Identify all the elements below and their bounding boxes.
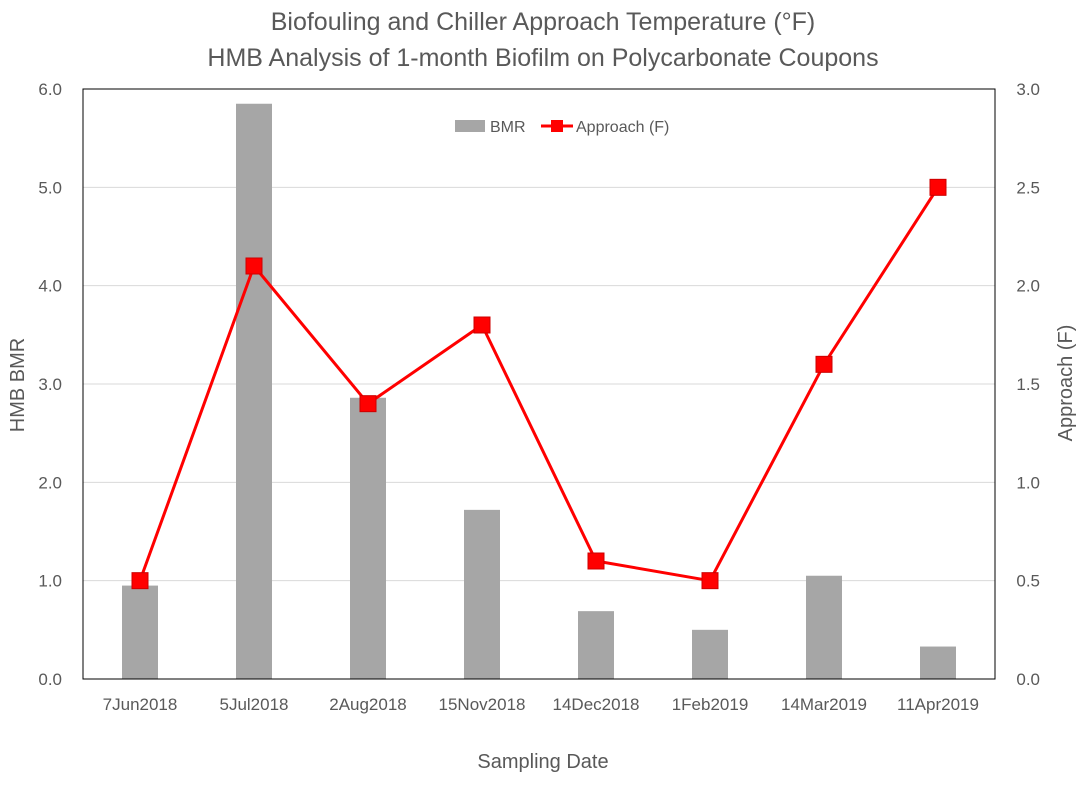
legend-approach-marker xyxy=(551,120,563,132)
line-approach xyxy=(138,186,940,583)
bar-bmr xyxy=(692,629,728,679)
point-approach xyxy=(701,572,719,590)
right-y-tick-label: 2.5 xyxy=(1016,178,1040,197)
right-y-tick-label: 1.0 xyxy=(1016,473,1040,492)
left-y-tick-label: 2.0 xyxy=(38,473,62,492)
bar-bmr xyxy=(122,585,158,679)
bar-bmr xyxy=(464,509,500,679)
legend-bmr-swatch xyxy=(455,120,485,132)
legend-approach-label: Approach (F) xyxy=(576,119,669,136)
bar-series xyxy=(122,103,956,679)
point-approach xyxy=(473,316,491,334)
point-approach xyxy=(359,395,377,413)
right-y-axis-ticks: 0.0 0.5 1.0 1.5 2.0 2.5 3.0 xyxy=(1016,80,1040,689)
left-y-tick-label: 6.0 xyxy=(38,80,62,99)
x-tick-label: 11Apr2019 xyxy=(897,695,979,714)
right-y-tick-label: 2.0 xyxy=(1016,277,1040,296)
x-tick-label: 15Nov2018 xyxy=(439,695,526,714)
left-y-tick-label: 4.0 xyxy=(38,277,62,296)
right-y-tick-label: 3.0 xyxy=(1016,80,1040,99)
x-tick-label: 2Aug2018 xyxy=(329,695,407,714)
x-tick-label: 14Dec2018 xyxy=(553,695,640,714)
left-y-tick-label: 5.0 xyxy=(38,178,62,197)
left-y-axis-title: HMB BMR xyxy=(7,338,29,432)
bar-bmr xyxy=(350,397,386,679)
x-axis-ticks: 7Jun2018 5Jul2018 2Aug2018 15Nov2018 14Dec20… xyxy=(103,695,979,714)
right-y-axis-title: Approach (F) xyxy=(1055,325,1077,442)
point-approach xyxy=(929,178,947,196)
chart-subtitle: HMB Analysis of 1-month Biofilm on Polyc… xyxy=(207,44,878,72)
legend: BMR Approach (F) xyxy=(455,119,669,136)
x-tick-label: 7Jun2018 xyxy=(103,695,178,714)
right-y-tick-label: 1.5 xyxy=(1016,375,1040,394)
bar-bmr xyxy=(236,103,272,679)
grid-lines xyxy=(83,186,995,582)
point-approach xyxy=(587,552,605,570)
right-y-tick-label: 0.5 xyxy=(1016,572,1040,591)
x-axis-title: Sampling Date xyxy=(477,751,608,773)
point-approach xyxy=(245,257,263,275)
left-y-tick-label: 3.0 xyxy=(38,375,62,394)
point-approach xyxy=(815,355,833,373)
left-y-axis-ticks: 0.0 1.0 2.0 3.0 4.0 5.0 6.0 xyxy=(38,80,62,689)
line-series xyxy=(131,178,947,590)
point-approach xyxy=(131,572,149,590)
bar-bmr xyxy=(806,575,842,679)
bar-bmr xyxy=(578,611,614,679)
legend-bmr-label: BMR xyxy=(490,119,526,136)
right-y-tick-label: 0.0 xyxy=(1016,670,1040,689)
bar-bmr xyxy=(920,646,956,679)
x-tick-label: 14Mar2019 xyxy=(781,695,867,714)
left-y-tick-label: 0.0 xyxy=(38,670,62,689)
chart-title: Biofouling and Chiller Approach Temperat… xyxy=(271,8,816,36)
left-y-tick-label: 1.0 xyxy=(38,572,62,591)
plot-area-border xyxy=(82,88,996,680)
x-tick-label: 1Feb2019 xyxy=(672,695,749,714)
x-tick-label: 5Jul2018 xyxy=(219,695,288,714)
